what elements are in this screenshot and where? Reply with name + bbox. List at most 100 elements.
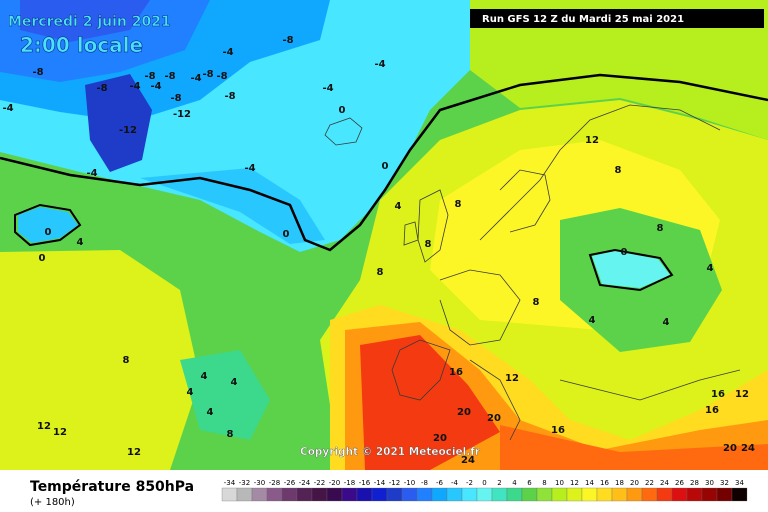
- contour-label: 8: [425, 239, 432, 250]
- legend-swatch: [311, 487, 328, 502]
- legend-label: -18: [344, 479, 355, 487]
- legend-swatch: [356, 487, 373, 502]
- contour-label: -8: [224, 91, 235, 102]
- contour-label: 20: [457, 407, 471, 418]
- copyright: Copyright © 2021 Meteociel.fr: [300, 446, 481, 458]
- contour-label: 4: [187, 387, 194, 398]
- temperature-zone: [140, 168, 325, 244]
- footer-subtitle: (+ 180h): [30, 497, 75, 508]
- contour-label: 0: [45, 227, 52, 238]
- legend-swatch: [221, 487, 238, 502]
- contour-label: 12: [127, 447, 141, 458]
- legend-label: -12: [389, 479, 400, 487]
- contour-label: 12: [37, 421, 51, 432]
- forecast-date: Mercredi 2 juin 2021: [8, 14, 171, 30]
- legend-swatch: [506, 487, 523, 502]
- contour-label: 8: [123, 355, 130, 366]
- legend-label: -24: [299, 479, 311, 487]
- contour-label: 8: [455, 199, 462, 210]
- legend-label: -30: [254, 479, 265, 487]
- contour-label: 8: [615, 165, 622, 176]
- legend-swatch: [566, 487, 583, 502]
- legend-swatch: [671, 487, 688, 502]
- legend-swatch: [251, 487, 268, 502]
- legend-label: -2: [466, 479, 473, 487]
- temperature-zone: [180, 350, 270, 440]
- contour-label: 12: [505, 373, 519, 384]
- legend-label: -4: [451, 479, 459, 487]
- contour-label: 4: [395, 201, 402, 212]
- contour-label: -4: [2, 103, 13, 114]
- legend-label: 10: [555, 479, 564, 487]
- legend-swatch: [521, 487, 538, 502]
- legend-swatch: [641, 487, 658, 502]
- contour-label: 20: [487, 413, 501, 424]
- legend-label: -26: [284, 479, 296, 487]
- legend-label: 14: [585, 479, 594, 487]
- legend-label: 4: [512, 479, 517, 487]
- contour-label: -8: [144, 71, 155, 82]
- forecast-time: 2:00 locale: [20, 33, 143, 57]
- temperature-zone: [500, 425, 768, 470]
- run-info: Run GFS 12 Z du Mardi 25 mai 2021: [482, 14, 684, 25]
- legend-swatch: [581, 487, 598, 502]
- contour-label: -4: [150, 81, 161, 92]
- contour-label: 4: [77, 237, 84, 248]
- contour-label: 8: [533, 297, 540, 308]
- legend-swatch: [701, 487, 718, 502]
- contour-label: 4: [663, 317, 670, 328]
- run-box: [470, 9, 764, 28]
- legend-swatch: [266, 487, 283, 502]
- legend-label: 18: [615, 479, 624, 487]
- contour-label: 16: [551, 425, 565, 436]
- legend-swatch: [611, 487, 628, 502]
- contour-label: -4: [222, 47, 233, 58]
- legend-swatch: [341, 487, 358, 502]
- legend-label: -10: [404, 479, 415, 487]
- footer-title: Température 850hPa: [30, 479, 194, 495]
- legend-label: 2: [497, 479, 501, 487]
- legend-label: 26: [675, 479, 684, 487]
- legend-label: -6: [436, 479, 444, 487]
- legend-label: 24: [660, 479, 669, 487]
- contour-label: -8: [216, 71, 227, 82]
- contour-label: 4: [231, 377, 238, 388]
- legend-label: -16: [359, 479, 371, 487]
- contour-label: 4: [201, 371, 208, 382]
- legend-swatch: [281, 487, 298, 502]
- contour-label: 20: [433, 433, 447, 444]
- legend-label: -14: [374, 479, 386, 487]
- legend-label: 12: [570, 479, 579, 487]
- legend-label: 20: [630, 479, 639, 487]
- legend-label: -32: [239, 479, 250, 487]
- contour-label: -8: [170, 93, 181, 104]
- contour-label: -8: [96, 83, 107, 94]
- temperature-zone: [18, 207, 78, 243]
- temperature-zone: [592, 251, 670, 288]
- legend-swatch: [716, 487, 733, 502]
- legend-swatch: [476, 487, 493, 502]
- contour-label: 0: [39, 253, 46, 264]
- legend-swatch: [446, 487, 463, 502]
- contour-label: -12: [173, 109, 191, 120]
- legend-label: 0: [482, 479, 486, 487]
- legend-label: -28: [269, 479, 280, 487]
- contour-label: -8: [202, 69, 213, 80]
- legend-swatch: [431, 487, 448, 502]
- temperature-zone: [20, 0, 150, 42]
- legend-label: -22: [314, 479, 325, 487]
- contour-label: 4: [707, 263, 714, 274]
- contour-label: 16: [705, 405, 719, 416]
- legend-swatch: [326, 487, 343, 502]
- legend-swatch: [416, 487, 433, 502]
- contour-label: 12: [53, 427, 67, 438]
- legend-label: 16: [600, 479, 609, 487]
- legend-label: 30: [705, 479, 714, 487]
- legend-swatch: [596, 487, 613, 502]
- contour-label: 0: [283, 229, 290, 240]
- contour-label: -4: [374, 59, 385, 70]
- contour-label: 8: [227, 429, 234, 440]
- legend-swatch: [371, 487, 388, 502]
- contour-label: 16: [711, 389, 725, 400]
